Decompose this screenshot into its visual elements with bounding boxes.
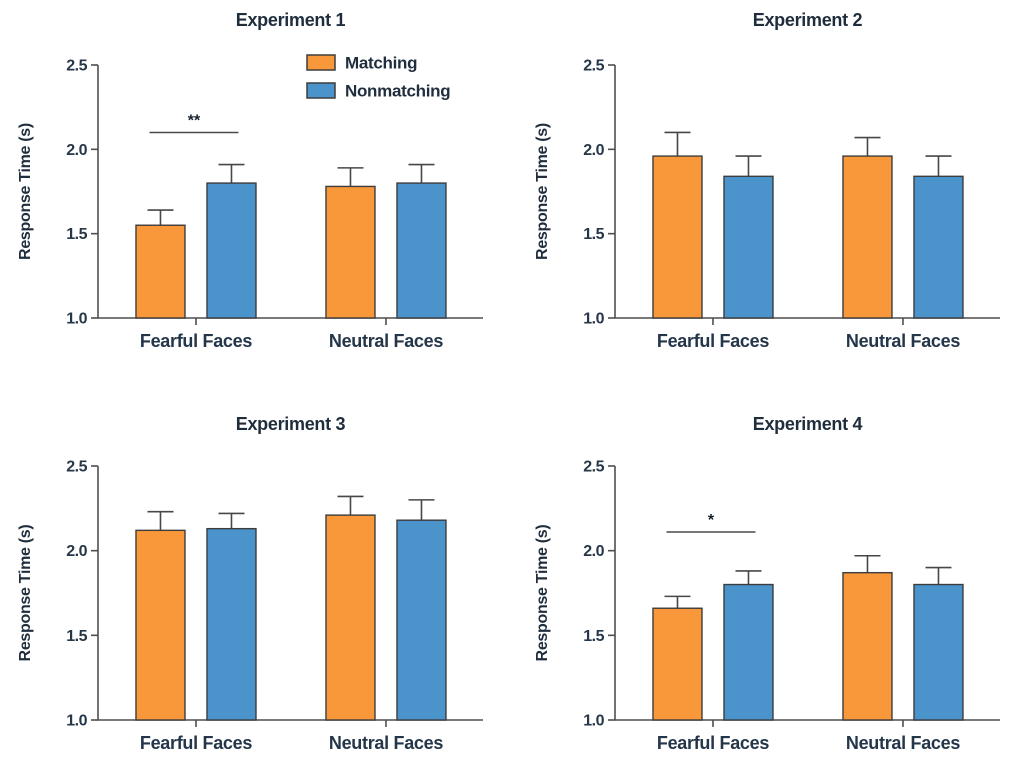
legend-label: Matching [345, 54, 417, 73]
bar-matching-fearful-faces [135, 529, 186, 721]
y-tick-label: 2.5 [66, 58, 87, 75]
y-tick-label: 1.0 [583, 311, 604, 328]
bar-matching-fearful-faces [135, 224, 186, 319]
category-label: Fearful Faces [140, 331, 252, 351]
legend-swatch-nonmatching [306, 82, 336, 99]
legend-label: Nonmatching [345, 82, 450, 101]
category-label: Neutral Faces [846, 733, 960, 753]
y-tick-label: 2.5 [583, 459, 604, 476]
bar-nonmatching-neutral-faces [913, 583, 964, 721]
experiment-1-chart: Experiment 1 Response Time (s) 1.0 1.5 2.0 2.… [17, 10, 483, 351]
experiment-4-panel: Experiment 4 Response Time (s) 1.0 1.5 2.0 2.… [517, 383, 1034, 767]
bar-nonmatching-fearful-faces [723, 175, 774, 319]
category-label: Fearful Faces [140, 733, 252, 753]
bar-matching-neutral-faces [842, 155, 893, 319]
experiment-3-panel: Experiment 3 Response Time (s) 1.0 1.5 2.0 2.… [0, 383, 517, 767]
legend-swatch-matching [306, 54, 336, 71]
bar-matching-neutral-faces [842, 571, 893, 721]
y-tick-label: 1.5 [66, 226, 87, 243]
experiment-3-chart: Experiment 3 Response Time (s) 1.0 1.5 2.0 2.… [17, 414, 483, 753]
y-tick-label: 1.0 [583, 713, 604, 730]
y-tick-label: 2.0 [66, 543, 87, 560]
category-label: Fearful Faces [657, 331, 769, 351]
bar-nonmatching-neutral-faces [396, 519, 447, 721]
y-axis-label: Response Time (s) [17, 123, 34, 260]
y-axis-label: Response Time (s) [534, 123, 551, 260]
y-axis-label: Response Time (s) [17, 525, 34, 662]
y-tick-label: 2.0 [583, 142, 604, 159]
y-tick-label: 2.0 [66, 142, 87, 159]
y-tick-label: 1.0 [66, 311, 87, 328]
chart-title: Experiment 3 [236, 414, 346, 434]
experiment-2-chart: Experiment 2 Response Time (s) 1.0 1.5 2.0 2.… [534, 10, 1000, 351]
y-axis-label: Response Time (s) [534, 525, 551, 662]
category-label: Neutral Faces [329, 733, 443, 753]
experiment-2-panel: Experiment 2 Response Time (s) 1.0 1.5 2.0 2.… [517, 0, 1034, 383]
chart-title: Experiment 1 [236, 10, 346, 30]
category-label: Fearful Faces [657, 733, 769, 753]
y-tick-label: 1.5 [66, 628, 87, 645]
y-tick-label: 1.0 [66, 713, 87, 730]
bar-matching-neutral-faces [325, 185, 376, 319]
experiment-4-chart: Experiment 4 Response Time (s) 1.0 1.5 2.0 2.… [534, 414, 1000, 753]
category-label: Neutral Faces [846, 331, 960, 351]
chart-title: Experiment 2 [753, 10, 863, 30]
bar-matching-fearful-faces [652, 155, 703, 319]
significance-label: ** [188, 112, 201, 129]
y-tick-label: 2.5 [66, 459, 87, 476]
y-tick-label: 1.5 [583, 628, 604, 645]
experiment-1-panel: Experiment 1 Response Time (s) 1.0 1.5 2.0 2.… [0, 0, 517, 383]
bar-nonmatching-fearful-faces [206, 527, 257, 721]
bar-matching-neutral-faces [325, 514, 376, 721]
y-tick-label: 2.0 [583, 543, 604, 560]
bar-nonmatching-fearful-faces [723, 583, 774, 721]
chart-title: Experiment 4 [753, 414, 863, 434]
bar-nonmatching-fearful-faces [206, 182, 257, 319]
significance-label: * [708, 512, 715, 529]
bar-nonmatching-neutral-faces [913, 175, 964, 319]
y-tick-label: 2.5 [583, 58, 604, 75]
y-tick-label: 1.5 [583, 226, 604, 243]
category-label: Neutral Faces [329, 331, 443, 351]
bar-matching-fearful-faces [652, 607, 703, 721]
bar-nonmatching-neutral-faces [396, 182, 447, 319]
